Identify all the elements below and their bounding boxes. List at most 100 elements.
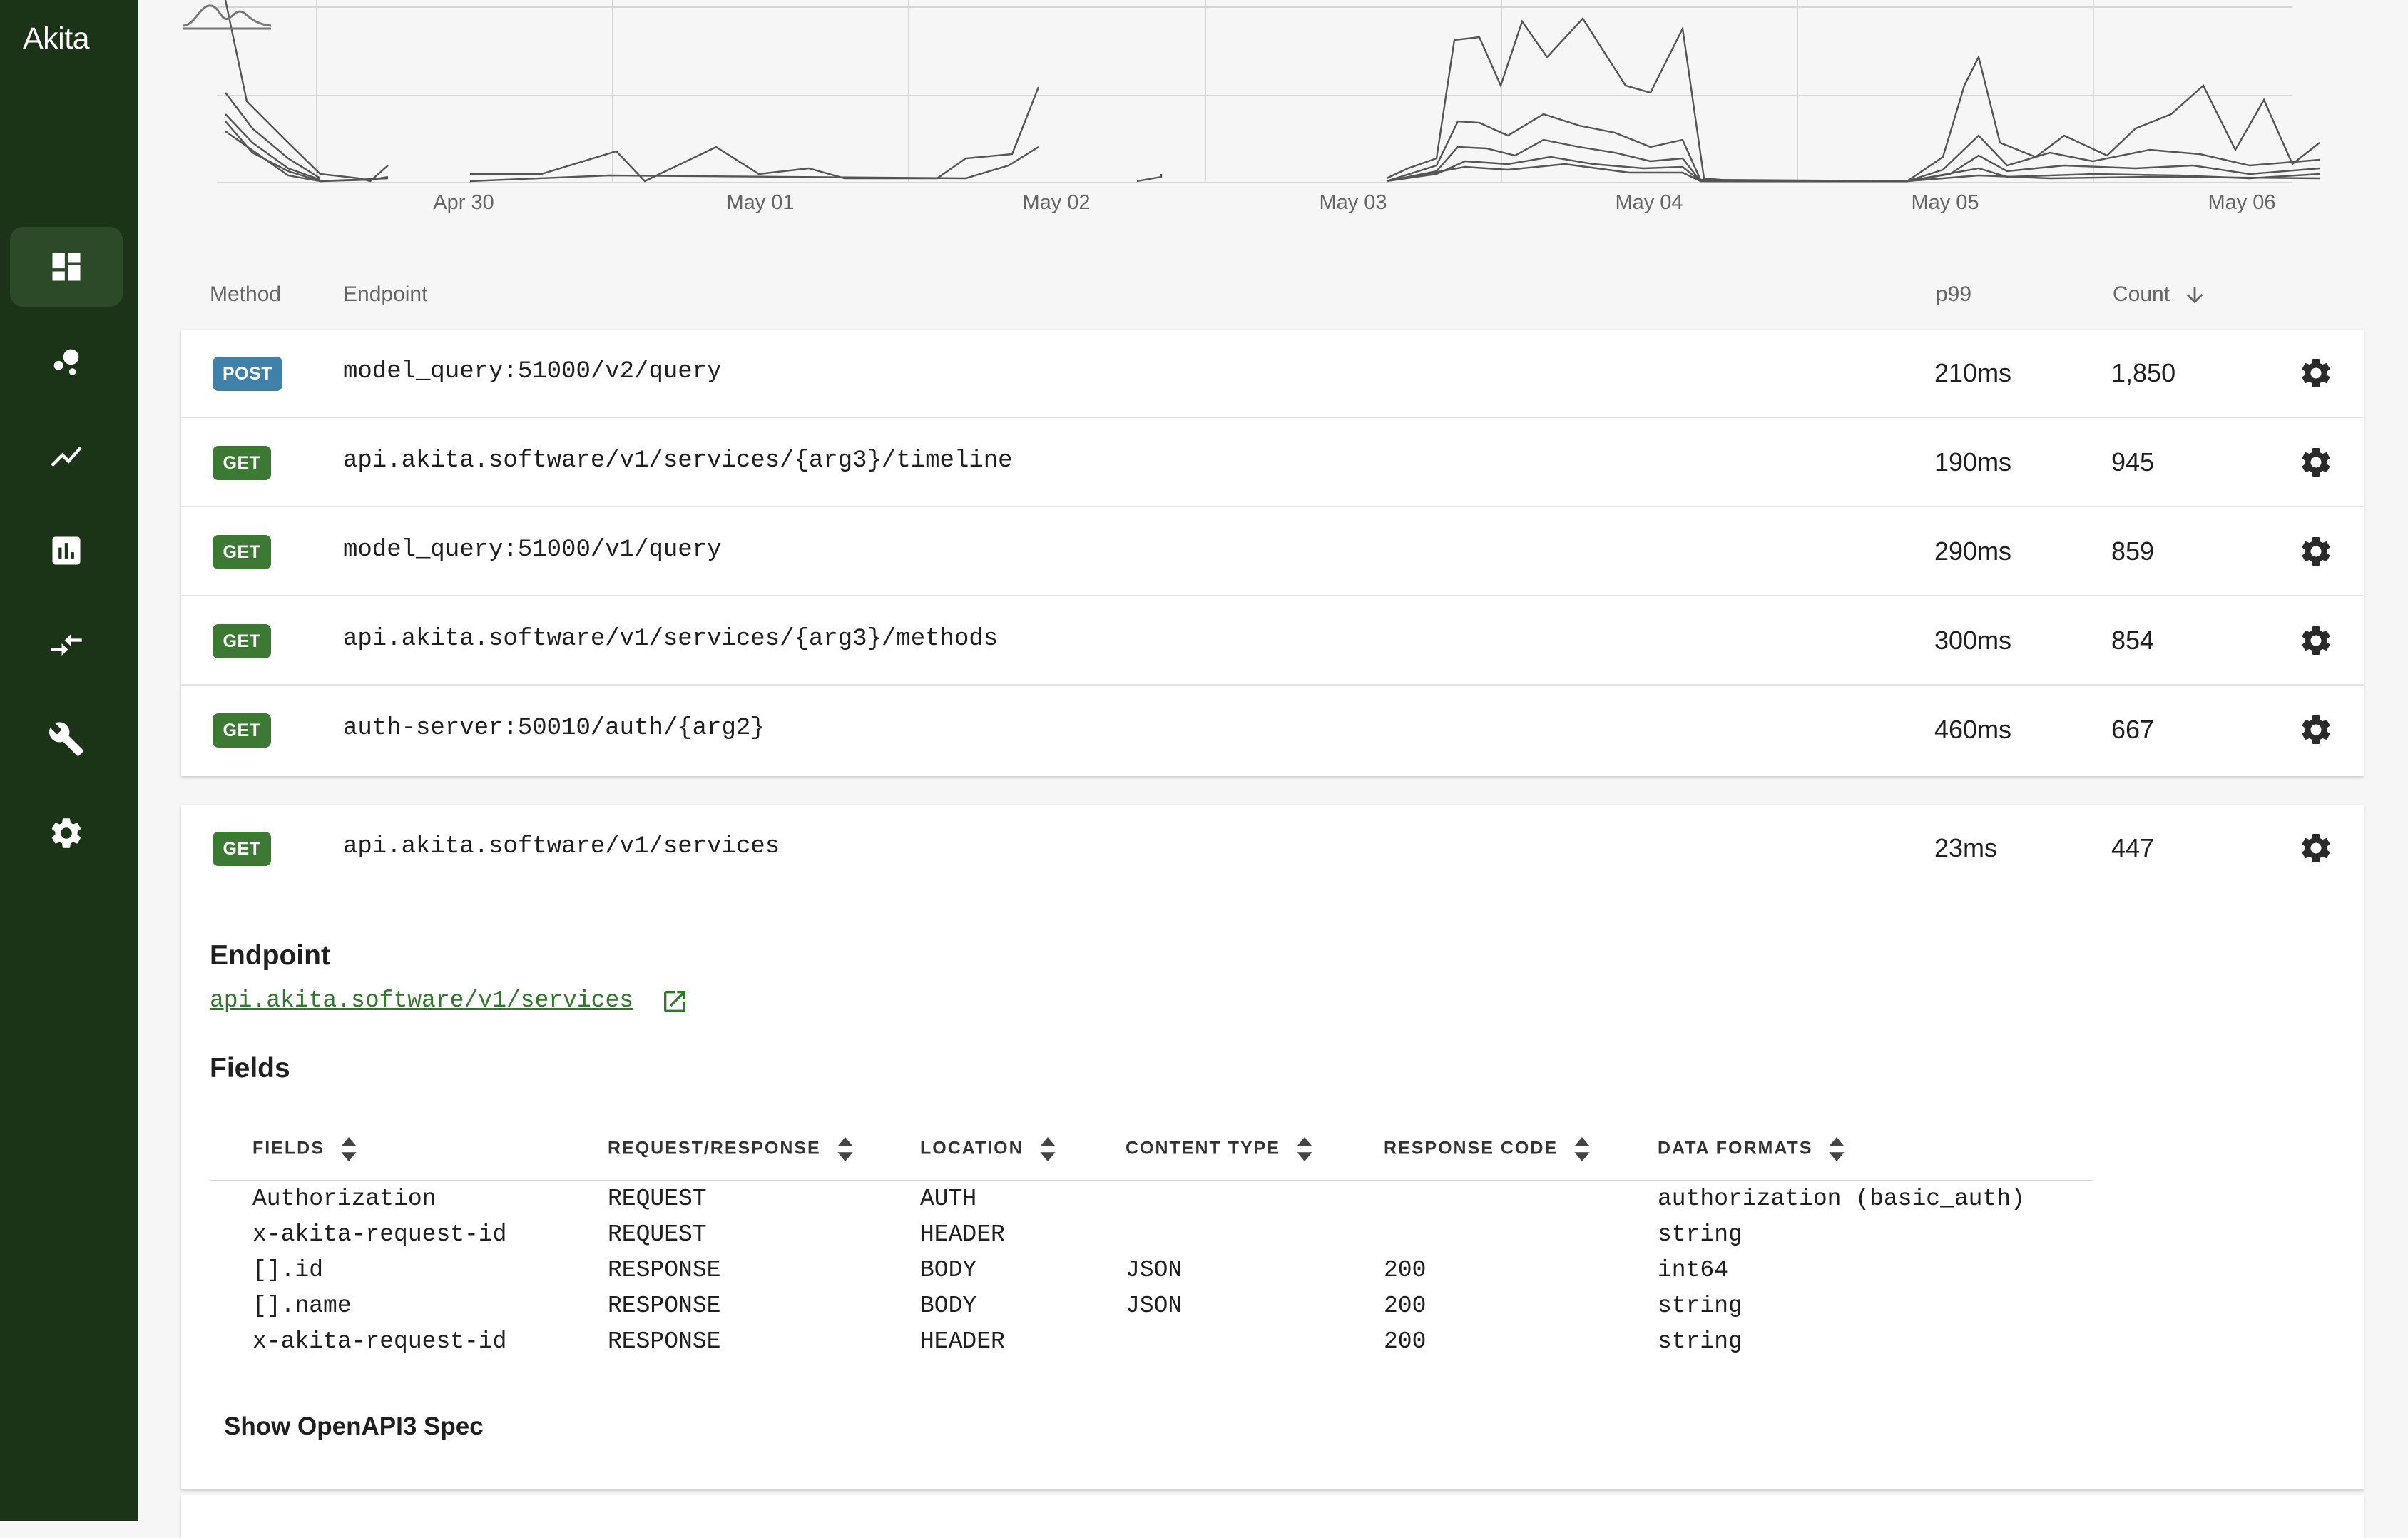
count-value: 945 [2111, 447, 2155, 477]
field-name: x-akita-request-id [252, 1221, 507, 1248]
gear-icon [51, 818, 81, 848]
table-row-expanded[interactable]: GET api.akita.software/v1/services 23ms … [181, 805, 2364, 893]
series-line-3b [1386, 138, 2320, 183]
field-location: AUTH [920, 1186, 977, 1212]
field-location: HEADER [920, 1221, 1005, 1248]
field-data-format: int64 [1658, 1257, 1729, 1283]
method-badge: GET [213, 832, 271, 866]
content-type-column-header[interactable]: CONTENT TYPE [1126, 1137, 1312, 1161]
row-settings-button[interactable] [2298, 623, 2334, 658]
response-code-column-label: RESPONSE CODE [1384, 1138, 1558, 1158]
series-line-4c [1386, 156, 2320, 183]
series-line-4 [225, 121, 389, 183]
external-link-icon[interactable] [660, 987, 689, 1016]
fields-column-label: FIELDS [252, 1138, 325, 1158]
x-tick-label: May 01 [726, 191, 795, 214]
column-header-count[interactable]: Count [2113, 282, 2207, 314]
sparkline-toggle-icon[interactable] [181, 0, 274, 31]
endpoint-path: api.akita.software/v1/services [343, 833, 780, 860]
gear-icon [2302, 834, 2330, 862]
field-request-response: RESPONSE [608, 1257, 721, 1283]
table-row[interactable]: GET api.akita.software/v1/services/{arg3… [181, 597, 2364, 686]
column-header-method[interactable]: Method [210, 282, 282, 306]
count-value: 667 [2111, 715, 2155, 744]
response-code-column-header[interactable]: RESPONSE CODE [1384, 1137, 1590, 1161]
series-line-4b [469, 146, 1039, 183]
field-name: Authorization [252, 1186, 437, 1212]
p99-value: 300ms [1934, 626, 2012, 655]
location-column-label: LOCATION [920, 1138, 1024, 1158]
row-settings-button[interactable] [2298, 712, 2334, 748]
chart-grid [217, 0, 2292, 183]
dashboard-icon [52, 253, 81, 281]
main-content: Apr 30 May 01 May 02 May 03 May 04 May 0… [181, 0, 2364, 1538]
sort-icon [341, 1137, 357, 1161]
endpoint-path: api.akita.software/v1/services/{arg3}/ti… [343, 447, 1013, 474]
method-badge: GET [213, 535, 271, 569]
data-formats-column-label: DATA FORMATS [1658, 1138, 1813, 1158]
table-row[interactable]: GET model_query:51000/v1/query 290ms 859 [181, 508, 2364, 596]
table-row[interactable]: GET api.akita.software/v1/services/{arg3… [181, 419, 2364, 507]
row-settings-button[interactable] [2298, 444, 2334, 480]
series-line-1b [470, 86, 1040, 183]
count-value: 1,850 [2111, 358, 2176, 387]
series-line-3 [225, 113, 321, 181]
x-tick-label: May 04 [1615, 191, 1683, 214]
method-badge: GET [213, 713, 271, 748]
fields-column-header[interactable]: FIELDS [252, 1137, 357, 1161]
expanded-endpoint-panel: GET api.akita.software/v1/services 23ms … [181, 805, 2364, 1489]
series-line-1c [1136, 174, 1163, 183]
sidebar-item-diffs[interactable] [10, 605, 123, 685]
field-response-code: 200 [1384, 1328, 1427, 1355]
x-tick-label: May 05 [1911, 191, 1979, 214]
x-tick-label: May 06 [2208, 191, 2276, 214]
sidebar-item-bubbles[interactable] [10, 322, 123, 402]
p99-value: 210ms [1934, 358, 2012, 387]
field-response-code: 200 [1384, 1257, 1427, 1283]
table-row[interactable]: GET auth-server:50010/auth/{arg2} 460ms … [181, 686, 2364, 775]
request-response-column-header[interactable]: REQUEST/RESPONSE [608, 1137, 853, 1161]
show-openapi-spec-button[interactable]: Show OpenAPI3 Spec [224, 1412, 484, 1440]
chart-series [224, 0, 2320, 183]
table-row[interactable]: POST model_query:51000/v2/query 210ms 1,… [181, 330, 2364, 418]
column-header-endpoint[interactable]: Endpoint [343, 282, 428, 306]
sort-icon [1829, 1137, 1845, 1161]
sidebar-item-settings[interactable] [10, 793, 123, 873]
field-location: BODY [920, 1293, 977, 1319]
row-settings-button[interactable] [2298, 534, 2334, 569]
column-header-count-label: Count [2113, 282, 2170, 306]
p99-value: 460ms [1934, 715, 2012, 744]
arrow-down-icon [2187, 287, 2203, 304]
field-content-type: JSON [1126, 1257, 1183, 1283]
data-formats-column-header[interactable]: DATA FORMATS [1658, 1137, 1845, 1161]
next-endpoint-card [181, 1495, 2364, 1538]
location-column-header[interactable]: LOCATION [920, 1137, 1056, 1161]
series-line-5 [225, 131, 389, 183]
sidebar: Akita [0, 0, 138, 1521]
field-response-code: 200 [1384, 1293, 1427, 1319]
row-settings-button[interactable] [2298, 355, 2334, 391]
akita-logo[interactable]: Akita [23, 21, 90, 56]
sort-icon [837, 1137, 853, 1161]
endpoint-section-title: Endpoint [210, 940, 330, 971]
field-name: [].name [252, 1293, 352, 1319]
column-header-p99[interactable]: p99 [1936, 282, 1972, 306]
sidebar-item-trends[interactable] [10, 417, 123, 496]
content-type-column-label: CONTENT TYPE [1126, 1138, 1281, 1158]
gear-icon [2302, 537, 2330, 566]
endpoint-path: model_query:51000/v1/query [343, 536, 722, 564]
request-response-column-label: REQUEST/RESPONSE [608, 1138, 821, 1158]
sidebar-item-tools[interactable] [10, 699, 123, 779]
endpoint-path: model_query:51000/v2/query [343, 358, 722, 385]
timeline-chart: Apr 30 May 01 May 02 May 03 May 04 May 0… [181, 0, 2364, 248]
field-data-format: string [1658, 1328, 1743, 1355]
row-settings-button[interactable] [2298, 830, 2334, 866]
endpoint-link[interactable]: api.akita.software/v1/services [210, 987, 634, 1014]
series-line-2 [225, 92, 321, 180]
field-data-format: authorization (basic_auth) [1658, 1186, 2025, 1212]
field-request-response: REQUEST [608, 1221, 707, 1248]
series-line-1d [1386, 17, 2320, 183]
p99-value: 23ms [1934, 833, 1998, 862]
sidebar-item-dashboard[interactable] [10, 227, 123, 307]
sidebar-item-reports[interactable] [10, 511, 123, 591]
